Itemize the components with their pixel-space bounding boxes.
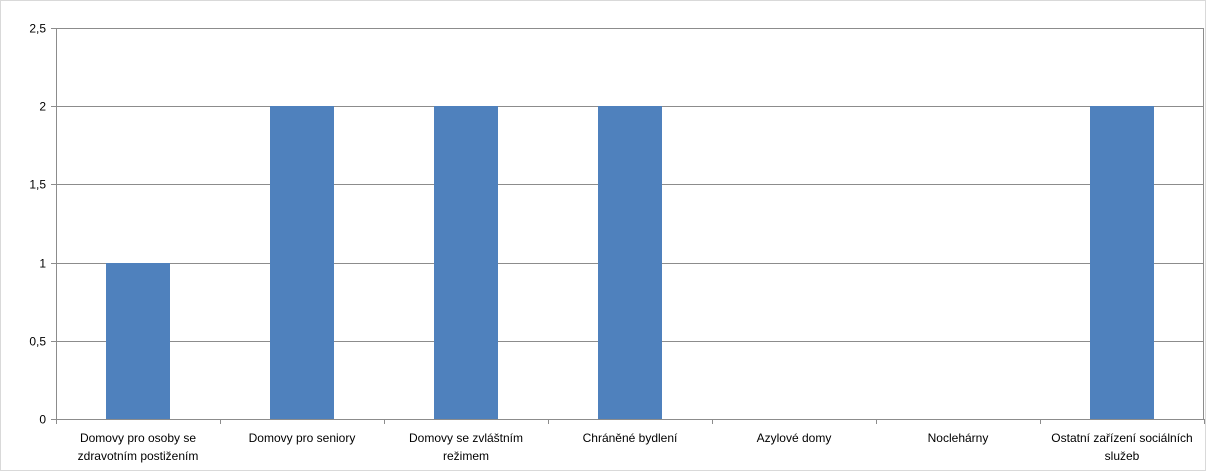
- bar: [1090, 106, 1154, 419]
- x-tick-label-line: Chráněné bydlení: [583, 431, 678, 445]
- plot-area-border: [56, 28, 1204, 420]
- y-tick-label: 1: [39, 257, 46, 271]
- y-tick-label: 1,5: [29, 178, 46, 192]
- x-tick-label: Noclehárny: [928, 431, 989, 445]
- x-tick-label: Chráněné bydlení: [583, 431, 678, 445]
- bar: [434, 106, 498, 419]
- x-tick-label-line: režimem: [443, 449, 489, 463]
- x-axis-tick-labels: Domovy pro osoby se zdravotním postižením…: [78, 431, 1193, 463]
- x-tick-label-line: Domovy pro osoby se: [80, 431, 196, 445]
- x-tick-label: Domovy pro seniory: [249, 431, 356, 445]
- x-tick-label-line: služeb: [1105, 449, 1140, 463]
- y-axis-tick-labels: 0 0,5 1 1,5 2 2,5: [29, 22, 46, 427]
- x-tick-label-line: Ostatní zařízení sociálních: [1051, 431, 1192, 445]
- x-tick-label: Ostatní zařízení sociálních služeb: [1051, 431, 1192, 463]
- bar: [106, 263, 170, 419]
- bar: [270, 106, 334, 419]
- y-tick-label: 0: [39, 413, 46, 427]
- x-tick-label: Domovy se zvláštním režimem: [409, 431, 523, 463]
- axes: [51, 28, 1205, 424]
- x-tick-label-line: Domovy pro seniory: [249, 431, 356, 445]
- x-tick-label-line: Noclehárny: [928, 431, 989, 445]
- y-tick-label: 2: [39, 100, 46, 114]
- x-tick-label-line: zdravotním postižením: [78, 449, 199, 463]
- x-tick-label-line: Domovy se zvláštním: [409, 431, 523, 445]
- y-tick-label: 2,5: [29, 22, 46, 36]
- x-tick-label: Domovy pro osoby se zdravotním postižením: [78, 431, 199, 463]
- bar: [598, 106, 662, 419]
- y-tick-label: 0,5: [29, 335, 46, 349]
- x-tick-label-line: Azylové domy: [757, 431, 832, 445]
- bars: [106, 106, 1154, 419]
- x-tick-label: Azylové domy: [757, 431, 832, 445]
